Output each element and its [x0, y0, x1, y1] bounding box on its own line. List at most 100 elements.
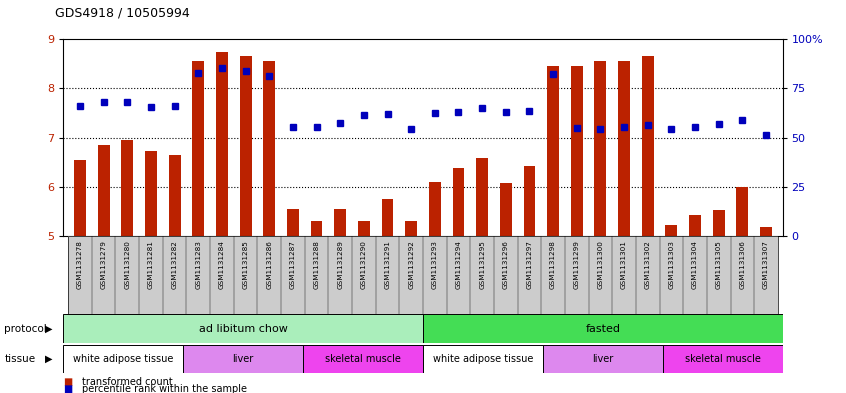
Text: GSM1131281: GSM1131281 [148, 240, 154, 288]
Text: white adipose tissue: white adipose tissue [433, 354, 533, 364]
Text: protocol: protocol [4, 324, 47, 334]
FancyBboxPatch shape [423, 345, 543, 373]
Bar [239, 57, 251, 236]
Text: ▶: ▶ [45, 354, 52, 364]
Bar [447, 236, 470, 314]
Bar [760, 227, 772, 236]
Bar [281, 236, 305, 314]
Bar [707, 236, 730, 314]
Text: liver: liver [592, 354, 613, 364]
Text: ▶: ▶ [45, 324, 52, 334]
Bar [565, 236, 589, 314]
Bar [382, 199, 393, 236]
Text: GDS4918 / 10505994: GDS4918 / 10505994 [55, 7, 190, 20]
Bar [642, 57, 654, 236]
Text: skeletal muscle: skeletal muscle [325, 354, 401, 364]
FancyBboxPatch shape [63, 314, 423, 343]
Text: GSM1131293: GSM1131293 [431, 240, 438, 288]
Bar [500, 183, 512, 236]
FancyBboxPatch shape [303, 345, 423, 373]
Bar [541, 236, 565, 314]
Text: GSM1131303: GSM1131303 [668, 240, 674, 288]
Text: GSM1131290: GSM1131290 [361, 240, 367, 288]
Bar [233, 236, 257, 314]
Text: GSM1131285: GSM1131285 [243, 240, 249, 288]
Text: GSM1131288: GSM1131288 [314, 240, 320, 288]
Bar [453, 168, 464, 236]
Text: GSM1131299: GSM1131299 [574, 240, 580, 288]
Bar [613, 236, 636, 314]
Bar [334, 209, 346, 236]
Bar [689, 215, 701, 236]
Bar [310, 221, 322, 236]
Text: GSM1131282: GSM1131282 [172, 240, 178, 288]
Bar [287, 209, 299, 236]
Bar [122, 140, 133, 236]
Text: GSM1131286: GSM1131286 [266, 240, 272, 288]
Bar [74, 160, 86, 236]
Text: GSM1131304: GSM1131304 [692, 240, 698, 288]
FancyBboxPatch shape [63, 345, 184, 373]
Bar [405, 221, 417, 236]
Text: GSM1131296: GSM1131296 [503, 240, 508, 288]
Bar [69, 236, 92, 314]
Text: GSM1131292: GSM1131292 [408, 240, 415, 288]
FancyBboxPatch shape [184, 345, 303, 373]
Text: ■: ■ [63, 384, 73, 393]
Text: GSM1131301: GSM1131301 [621, 240, 627, 288]
Bar [145, 151, 157, 236]
Text: GSM1131291: GSM1131291 [385, 240, 391, 288]
Text: GSM1131287: GSM1131287 [290, 240, 296, 288]
Text: transformed count: transformed count [82, 377, 173, 387]
Bar [595, 61, 607, 236]
FancyBboxPatch shape [662, 345, 783, 373]
Text: GSM1131283: GSM1131283 [195, 240, 201, 288]
Text: GSM1131294: GSM1131294 [455, 240, 461, 288]
Bar [636, 236, 660, 314]
Bar [476, 158, 488, 236]
Bar [210, 236, 233, 314]
Bar [399, 236, 423, 314]
Text: GSM1131300: GSM1131300 [597, 240, 603, 288]
Bar [571, 66, 583, 236]
Text: GSM1131289: GSM1131289 [338, 240, 343, 288]
Bar [660, 236, 684, 314]
Text: GSM1131298: GSM1131298 [550, 240, 556, 288]
Text: GSM1131284: GSM1131284 [219, 240, 225, 288]
Bar [328, 236, 352, 314]
Text: GSM1131297: GSM1131297 [526, 240, 532, 288]
Bar [92, 236, 116, 314]
Bar [423, 236, 447, 314]
Bar [547, 66, 559, 236]
Text: GSM1131307: GSM1131307 [763, 240, 769, 288]
Bar [263, 61, 275, 236]
Bar [618, 61, 630, 236]
Bar [358, 221, 370, 236]
Bar [192, 61, 204, 236]
Text: white adipose tissue: white adipose tissue [74, 354, 173, 364]
Bar [518, 236, 541, 314]
Text: skeletal muscle: skeletal muscle [684, 354, 761, 364]
Bar [754, 236, 777, 314]
Text: GSM1131306: GSM1131306 [739, 240, 745, 288]
Text: GSM1131278: GSM1131278 [77, 240, 83, 288]
Bar [684, 236, 707, 314]
Text: tissue: tissue [4, 354, 36, 364]
Bar [116, 236, 139, 314]
Bar [216, 51, 228, 236]
Text: fasted: fasted [585, 324, 620, 334]
Bar [713, 210, 724, 236]
FancyBboxPatch shape [543, 345, 662, 373]
Bar [257, 236, 281, 314]
Bar [376, 236, 399, 314]
Bar [524, 166, 536, 236]
Text: ad libitum chow: ad libitum chow [199, 324, 288, 334]
Bar [666, 225, 678, 236]
Text: GSM1131279: GSM1131279 [101, 240, 107, 288]
Text: GSM1131302: GSM1131302 [645, 240, 651, 288]
Text: GSM1131295: GSM1131295 [479, 240, 485, 288]
Bar [589, 236, 613, 314]
Bar [186, 236, 210, 314]
Bar [352, 236, 376, 314]
Bar [139, 236, 162, 314]
